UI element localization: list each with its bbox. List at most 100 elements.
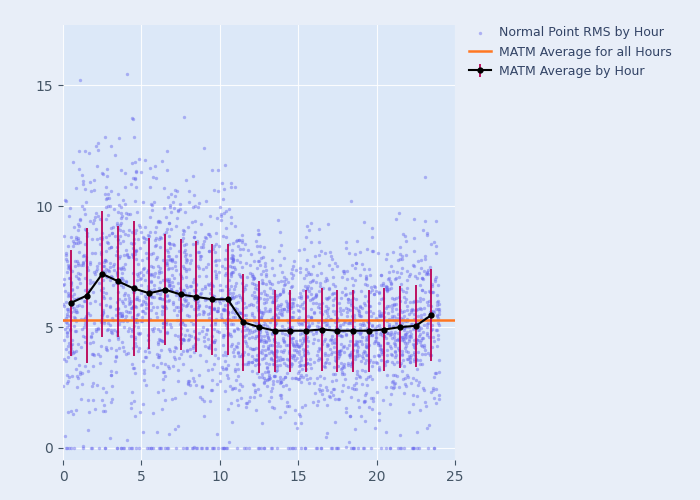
- Normal Point RMS by Hour: [419, 304, 430, 312]
- Normal Point RMS by Hour: [366, 375, 377, 383]
- Normal Point RMS by Hour: [164, 240, 176, 248]
- Normal Point RMS by Hour: [314, 259, 325, 267]
- Normal Point RMS by Hour: [146, 292, 157, 300]
- Normal Point RMS by Hour: [178, 248, 190, 256]
- Normal Point RMS by Hour: [428, 386, 439, 394]
- Normal Point RMS by Hour: [315, 270, 326, 278]
- Normal Point RMS by Hour: [150, 224, 161, 232]
- Normal Point RMS by Hour: [64, 326, 76, 334]
- Normal Point RMS by Hour: [135, 282, 146, 290]
- Normal Point RMS by Hour: [313, 344, 324, 351]
- Normal Point RMS by Hour: [310, 278, 321, 286]
- Normal Point RMS by Hour: [101, 265, 112, 273]
- Normal Point RMS by Hour: [432, 314, 443, 322]
- Normal Point RMS by Hour: [142, 282, 153, 290]
- Normal Point RMS by Hour: [258, 444, 270, 452]
- Normal Point RMS by Hour: [401, 267, 412, 275]
- Normal Point RMS by Hour: [300, 364, 312, 372]
- Normal Point RMS by Hour: [155, 444, 166, 452]
- Normal Point RMS by Hour: [96, 342, 107, 350]
- Normal Point RMS by Hour: [64, 262, 75, 270]
- Normal Point RMS by Hour: [152, 303, 163, 311]
- Normal Point RMS by Hour: [293, 312, 304, 320]
- Normal Point RMS by Hour: [265, 341, 276, 349]
- Normal Point RMS by Hour: [270, 316, 281, 324]
- Normal Point RMS by Hour: [190, 381, 201, 389]
- Normal Point RMS by Hour: [365, 372, 376, 380]
- Normal Point RMS by Hour: [258, 444, 270, 452]
- Normal Point RMS by Hour: [339, 284, 350, 292]
- Normal Point RMS by Hour: [267, 313, 279, 321]
- Normal Point RMS by Hour: [208, 242, 219, 250]
- Normal Point RMS by Hour: [60, 358, 71, 366]
- Normal Point RMS by Hour: [130, 294, 141, 302]
- Normal Point RMS by Hour: [196, 382, 207, 390]
- Normal Point RMS by Hour: [293, 308, 304, 316]
- Normal Point RMS by Hour: [167, 282, 178, 290]
- Normal Point RMS by Hour: [210, 274, 221, 281]
- Normal Point RMS by Hour: [192, 302, 203, 310]
- Normal Point RMS by Hour: [428, 288, 439, 296]
- Normal Point RMS by Hour: [250, 356, 261, 364]
- Normal Point RMS by Hour: [166, 271, 177, 279]
- Normal Point RMS by Hour: [202, 295, 213, 303]
- Normal Point RMS by Hour: [94, 216, 106, 224]
- Normal Point RMS by Hour: [408, 234, 419, 241]
- Normal Point RMS by Hour: [152, 218, 163, 226]
- Normal Point RMS by Hour: [384, 444, 395, 452]
- Normal Point RMS by Hour: [416, 286, 427, 294]
- Normal Point RMS by Hour: [313, 225, 324, 233]
- Normal Point RMS by Hour: [188, 204, 199, 212]
- Normal Point RMS by Hour: [346, 444, 357, 452]
- Normal Point RMS by Hour: [277, 286, 288, 294]
- Normal Point RMS by Hour: [107, 280, 118, 288]
- Normal Point RMS by Hour: [177, 346, 188, 354]
- Normal Point RMS by Hour: [174, 354, 185, 362]
- Normal Point RMS by Hour: [197, 382, 208, 390]
- Normal Point RMS by Hour: [363, 373, 374, 381]
- Normal Point RMS by Hour: [214, 268, 225, 276]
- Normal Point RMS by Hour: [209, 320, 220, 328]
- Normal Point RMS by Hour: [232, 366, 244, 374]
- Normal Point RMS by Hour: [414, 326, 425, 334]
- Normal Point RMS by Hour: [335, 348, 346, 356]
- Normal Point RMS by Hour: [146, 286, 157, 294]
- Normal Point RMS by Hour: [396, 308, 407, 316]
- Normal Point RMS by Hour: [274, 228, 286, 235]
- Normal Point RMS by Hour: [209, 318, 220, 326]
- Normal Point RMS by Hour: [261, 298, 272, 306]
- Normal Point RMS by Hour: [351, 352, 363, 360]
- Normal Point RMS by Hour: [237, 382, 248, 390]
- Normal Point RMS by Hour: [161, 316, 172, 324]
- Normal Point RMS by Hour: [295, 412, 306, 420]
- Normal Point RMS by Hour: [172, 303, 183, 311]
- Normal Point RMS by Hour: [409, 341, 420, 349]
- Normal Point RMS by Hour: [310, 290, 321, 298]
- Normal Point RMS by Hour: [354, 351, 365, 359]
- Normal Point RMS by Hour: [91, 381, 102, 389]
- Normal Point RMS by Hour: [80, 226, 91, 234]
- Normal Point RMS by Hour: [60, 432, 71, 440]
- Normal Point RMS by Hour: [417, 275, 428, 283]
- Normal Point RMS by Hour: [408, 400, 419, 407]
- Normal Point RMS by Hour: [193, 262, 204, 270]
- Normal Point RMS by Hour: [253, 257, 264, 265]
- Normal Point RMS by Hour: [324, 394, 335, 402]
- Normal Point RMS by Hour: [155, 268, 166, 276]
- Normal Point RMS by Hour: [346, 296, 357, 304]
- Normal Point RMS by Hour: [267, 384, 278, 392]
- Normal Point RMS by Hour: [244, 260, 256, 268]
- Normal Point RMS by Hour: [393, 314, 405, 322]
- Normal Point RMS by Hour: [334, 304, 345, 312]
- Normal Point RMS by Hour: [421, 231, 432, 239]
- Normal Point RMS by Hour: [405, 333, 416, 341]
- Normal Point RMS by Hour: [350, 276, 361, 284]
- Normal Point RMS by Hour: [60, 256, 71, 264]
- Normal Point RMS by Hour: [369, 282, 380, 290]
- Normal Point RMS by Hour: [274, 413, 286, 421]
- Normal Point RMS by Hour: [271, 296, 282, 304]
- Normal Point RMS by Hour: [96, 234, 107, 242]
- Normal Point RMS by Hour: [65, 341, 76, 349]
- Normal Point RMS by Hour: [191, 310, 202, 318]
- Normal Point RMS by Hour: [188, 348, 199, 356]
